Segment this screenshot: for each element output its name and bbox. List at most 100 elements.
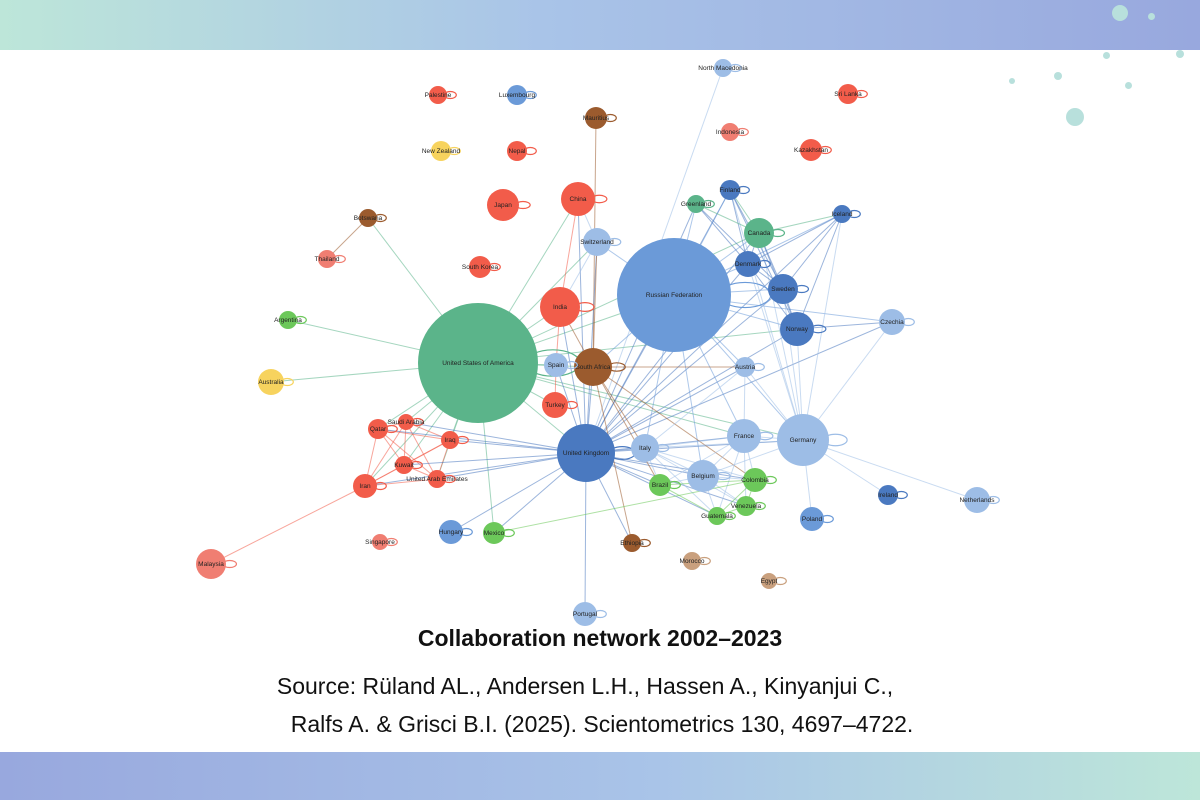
node-circle <box>687 195 705 213</box>
decor-dot <box>1066 108 1084 126</box>
node-circle <box>727 419 761 453</box>
node-newzealand: New Zealand <box>422 141 461 161</box>
node-label: Germany <box>790 437 817 444</box>
node-iraq: Iraq <box>441 431 469 449</box>
node-southafrica: South Africa <box>574 348 626 386</box>
node-morocco: Morocco <box>680 552 711 570</box>
node-ireland: Ireland <box>878 485 908 505</box>
network-edge <box>695 203 784 290</box>
node-iceland: Iceland <box>832 205 861 223</box>
node-belgium: Belgium <box>687 460 731 492</box>
node-label: Kuwait <box>394 462 414 469</box>
node-label: Austria <box>735 364 756 371</box>
network-edge <box>493 479 756 534</box>
node-southkorea: South Korea <box>462 256 501 278</box>
node-label: Guatemala <box>701 513 733 520</box>
node-circle <box>623 534 641 552</box>
node-circle <box>735 357 755 377</box>
node-label: United Arab Emirates <box>406 476 468 483</box>
node-label: Hungary <box>439 529 464 536</box>
network-edge <box>377 428 438 480</box>
node-label: South Korea <box>462 264 499 271</box>
node-circle <box>368 419 388 439</box>
node-italy: Italy <box>631 434 670 462</box>
node-circle <box>714 59 732 77</box>
node-colombia: Colombia <box>741 468 777 492</box>
node-circle <box>964 487 990 513</box>
node-singapore: Singapore <box>365 534 398 550</box>
decor-dot <box>1112 5 1128 21</box>
node-circle <box>372 534 388 550</box>
node-austria: Austria <box>735 357 765 377</box>
node-circle <box>583 228 611 256</box>
node-srilanka: Sri Lanka <box>834 84 868 104</box>
node-circle <box>744 218 774 248</box>
node-hungary: Hungary <box>439 520 473 544</box>
node-label: Greenland <box>681 201 712 208</box>
node-portugal: Portugal <box>573 602 607 626</box>
node-circle <box>800 139 822 161</box>
network-edge <box>585 328 798 454</box>
node-germany: Germany <box>777 414 848 466</box>
decor-dot <box>1009 78 1015 84</box>
node-netherlands: Netherlands <box>959 487 1000 513</box>
network-edge <box>210 485 366 565</box>
node-circle <box>833 205 851 223</box>
node-mexico: Mexico <box>483 522 515 544</box>
node-label: Russian Federation <box>646 292 703 299</box>
decor-dot <box>1148 13 1155 20</box>
node-label: Czechia <box>880 319 904 326</box>
node-label: Colombia <box>741 477 769 484</box>
node-circle <box>429 86 447 104</box>
node-greenland: Greenland <box>681 195 715 213</box>
node-france: France <box>727 419 774 453</box>
bottom-gradient-band <box>0 752 1200 800</box>
node-layer: United States of America Russian Federati… <box>196 59 1000 626</box>
node-label: South Africa <box>575 364 610 371</box>
node-circle <box>708 507 726 525</box>
node-circle <box>258 369 284 395</box>
node-circle <box>353 474 377 498</box>
node-circle <box>800 507 824 531</box>
node-circle <box>631 434 659 462</box>
node-label: Brazil <box>652 482 669 489</box>
node-label: Netherlands <box>959 497 995 504</box>
node-norway: Norway <box>780 312 827 346</box>
node-label: Luxembourg <box>499 92 536 99</box>
node-poland: Poland <box>800 507 834 531</box>
node-circle <box>398 414 414 430</box>
node-australia: Australia <box>258 369 294 395</box>
node-circle <box>761 573 777 589</box>
node-circle <box>540 287 580 327</box>
node-label: Kazakhstan <box>794 147 828 154</box>
node-luxembourg: Luxembourg <box>499 85 537 105</box>
network-edge <box>644 447 718 517</box>
network-edge <box>405 421 587 454</box>
network-edge <box>577 198 587 454</box>
node-circle <box>736 496 756 516</box>
node-circle <box>196 549 226 579</box>
node-label: Sweden <box>771 286 795 293</box>
node-circle <box>395 456 413 474</box>
node-label: Portugal <box>573 611 598 618</box>
node-circle <box>487 189 519 221</box>
node-denmark: Denmark <box>735 251 771 277</box>
network-edge <box>377 428 587 454</box>
node-saudiarabia: Saudi Arabia <box>388 414 425 430</box>
node-label: Iraq <box>444 437 456 444</box>
node-label: Finland <box>719 187 741 194</box>
decor-dot <box>1103 52 1110 59</box>
collaboration-network-graph: United States of America Russian Federati… <box>196 59 1000 626</box>
node-uae: United Arab Emirates <box>406 470 468 488</box>
node-circle <box>743 468 767 492</box>
node-circle <box>768 274 798 304</box>
node-guatemala: Guatemala <box>701 507 736 525</box>
node-nepal: Nepal <box>507 141 537 161</box>
node-circle <box>279 311 297 329</box>
node-circle <box>483 522 505 544</box>
network-edge <box>585 321 893 454</box>
node-circle <box>561 182 595 216</box>
source-citation-line-1: Source: Rüland AL., Andersen L.H., Hasse… <box>276 673 894 699</box>
node-label: Turkey <box>545 402 565 409</box>
node-label: United Kingdom <box>563 450 609 457</box>
